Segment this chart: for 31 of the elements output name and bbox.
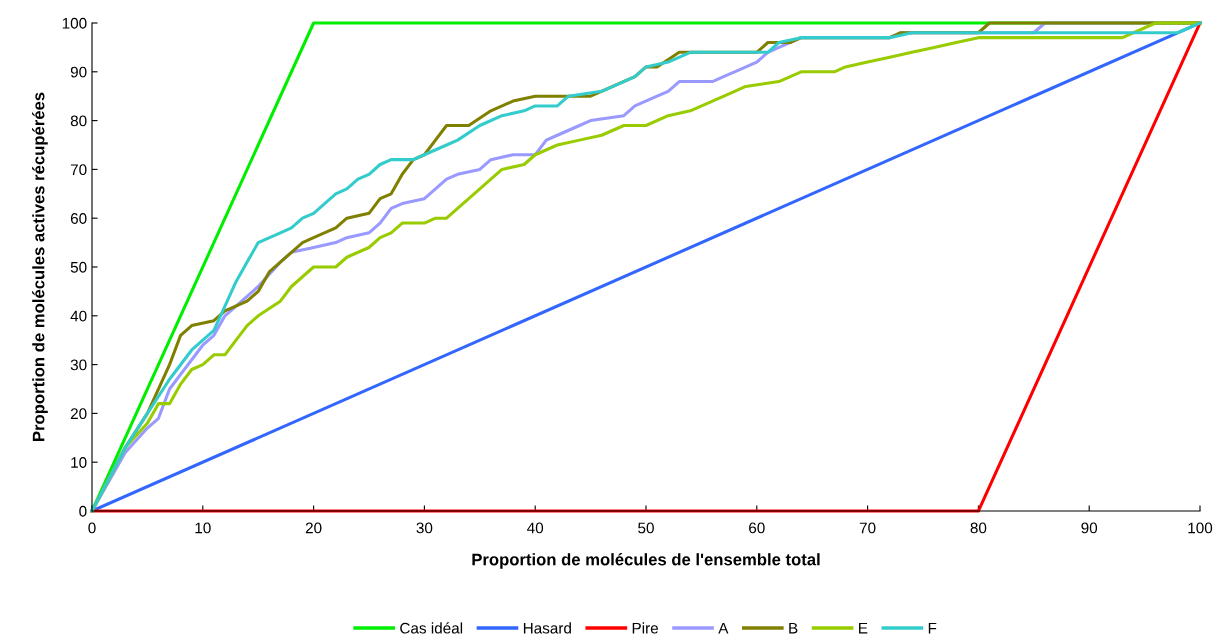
x-tick-label: 10 [195, 522, 211, 534]
y-tick-label: 70 [70, 164, 87, 176]
x-tick-label: 30 [416, 522, 433, 534]
legend-label: B [789, 622, 798, 634]
x-tick-label: 50 [638, 522, 654, 534]
y-tick-label: 10 [71, 457, 87, 468]
x-tick-label: 80 [970, 522, 987, 534]
y-tick-label: 90 [70, 66, 87, 78]
y-tick-label: 50 [70, 261, 87, 273]
y-axis-title: Proportion de molécules actives récupérées [32, 92, 48, 441]
y-tick-label: 60 [70, 213, 87, 224]
x-tick-label: 70 [859, 522, 876, 534]
legend-label: A [718, 622, 729, 634]
y-tick-label: 30 [70, 359, 87, 371]
legend-label: Hasard [523, 622, 571, 634]
legend-label: E [859, 622, 868, 634]
legend-label: Pire [632, 622, 658, 634]
legend-label: Cas idéal [400, 622, 463, 634]
x-axis-title: Proportion de molécules de l'ensemble total [472, 553, 820, 569]
y-tick-label: 20 [70, 408, 87, 420]
y-tick-label: 0 [79, 505, 87, 517]
x-tick-label: 0 [88, 522, 96, 534]
x-tick-label: 40 [527, 522, 544, 534]
y-tick-label: 100 [62, 17, 87, 29]
y-tick-label: 40 [70, 310, 87, 322]
legend-label: F [928, 622, 937, 634]
x-tick-label: 60 [749, 522, 765, 534]
x-tick-label: 90 [1081, 522, 1098, 534]
y-tick-label: 80 [70, 115, 87, 127]
x-tick-label: 20 [305, 522, 322, 534]
x-tick-label: 100 [1188, 522, 1213, 534]
